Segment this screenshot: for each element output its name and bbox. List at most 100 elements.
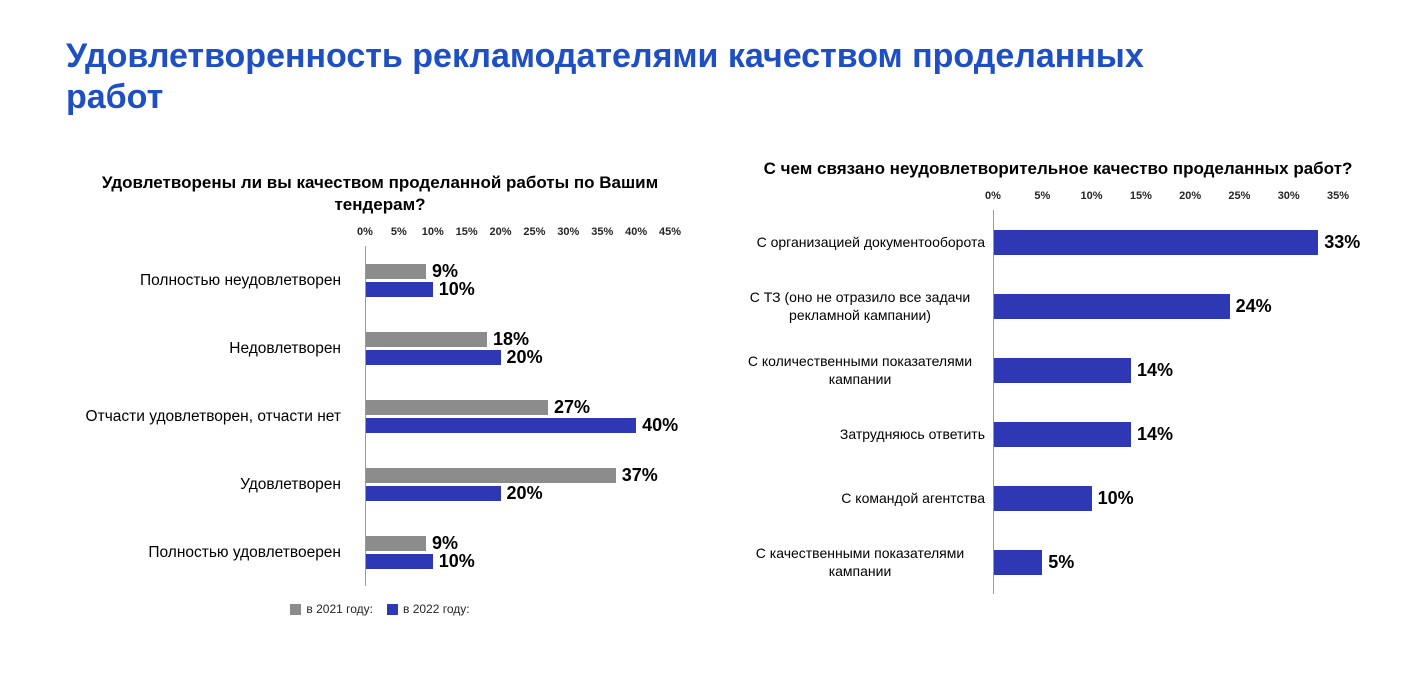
value-label: 20% bbox=[506, 346, 543, 367]
category-label-text: С количественными показателями кампании bbox=[747, 352, 973, 388]
axis-tick-label: 20% bbox=[489, 226, 512, 239]
bars-area: 14% bbox=[993, 421, 1173, 447]
chart-row: Полностью удовлетвоерен 9% 10% bbox=[70, 518, 730, 586]
category-label: С ТЗ (оно не отразило все задачи рекламн… bbox=[728, 288, 993, 324]
category-label-text: С качественными показателями кампании bbox=[755, 544, 965, 580]
chart-row: Полностью неудовлетворен 9% 10% bbox=[70, 246, 730, 314]
bar-2022 bbox=[365, 553, 433, 569]
category-label-text: Затрудняюсь ответить bbox=[839, 426, 985, 442]
axis-tick-label: 10% bbox=[1080, 190, 1103, 203]
chart-row: С командой агентства 10% bbox=[728, 466, 1400, 530]
axis-tick-label: 25% bbox=[1228, 190, 1251, 203]
category-label-text: С командой агентства bbox=[841, 490, 985, 506]
bar-reason bbox=[993, 549, 1043, 575]
chart-row: Затрудняюсь ответить 14% bbox=[728, 402, 1400, 466]
axis-tick-label: 0% bbox=[985, 190, 1001, 203]
bar-2021 bbox=[365, 535, 426, 551]
bar-group-line: 18% bbox=[365, 328, 543, 349]
legend-label: в 2022 году: bbox=[403, 602, 470, 617]
category-label-text: Недовлетворен bbox=[229, 339, 341, 357]
bar-2022 bbox=[365, 349, 501, 365]
bar-group-line: 20% bbox=[365, 483, 658, 503]
axis-tick-label: 45% bbox=[658, 226, 682, 239]
category-label-text: С ТЗ (оно не отразило все задачи рекламн… bbox=[749, 288, 971, 324]
category-label-text: Полностью удовлетвоерен bbox=[148, 543, 341, 561]
bar-2022 bbox=[365, 417, 637, 433]
bar-reason bbox=[993, 293, 1230, 319]
category-label: Недовлетворен bbox=[70, 339, 365, 358]
axis-tick-label: 25% bbox=[523, 226, 546, 239]
bar-group-line: 9% bbox=[365, 260, 475, 281]
page-title: Удовлетворенность рекламодателями качест… bbox=[66, 37, 1144, 117]
bar-reason bbox=[993, 421, 1131, 447]
axis-tick-label: 5% bbox=[1034, 190, 1051, 203]
bar-group-line: 9% bbox=[365, 533, 475, 553]
value-label: 10% bbox=[438, 278, 475, 299]
bar-line: 14% bbox=[993, 421, 1173, 447]
bar-line: 10% bbox=[993, 485, 1134, 511]
chart-row: Удовлетворен 37% 20% bbox=[70, 450, 730, 518]
left-chart-rows: Полностью неудовлетворен 9% 10% Недовлетвор… bbox=[70, 246, 730, 587]
legend-label: в 2021 году: bbox=[306, 602, 373, 617]
bar-2021 bbox=[365, 399, 548, 415]
chart-row: Отчасти удовлетворен, отчасти нет 27% 40% bbox=[70, 382, 730, 450]
bars-area: 5% bbox=[993, 549, 1075, 575]
value-label: 5% bbox=[1048, 551, 1075, 572]
axis-tick-label: 40% bbox=[625, 226, 648, 239]
category-label-text: Удовлетворен bbox=[240, 475, 341, 493]
axis-tick-label: 10% bbox=[421, 226, 444, 239]
bar-group-line: 10% bbox=[365, 550, 475, 571]
legend-item-2021: в 2021 году: bbox=[290, 602, 373, 616]
bars-area: 24% bbox=[993, 293, 1272, 319]
left-x-axis: 0% 5% 10% 15% 20% 25% 30% 35% 40% 45% bbox=[357, 226, 681, 246]
axis-tick-label: 5% bbox=[390, 226, 407, 239]
bar-reason bbox=[993, 357, 1131, 383]
category-label: С количественными показателями кампании bbox=[728, 352, 993, 388]
bar-2022 bbox=[365, 281, 433, 297]
axis-tick-label: 15% bbox=[455, 226, 478, 239]
category-label-text: Полностью неудовлетворен bbox=[139, 271, 341, 289]
legend-swatch bbox=[387, 603, 398, 615]
bars-area: 33% bbox=[993, 229, 1361, 255]
bar-group-line: 27% bbox=[365, 397, 678, 417]
value-label: 10% bbox=[1097, 487, 1134, 508]
chart-row: С ТЗ (оно не отразило все задачи рекламн… bbox=[728, 274, 1400, 338]
value-label: 18% bbox=[493, 328, 530, 349]
bar-line: 24% bbox=[993, 293, 1272, 319]
value-label: 37% bbox=[621, 464, 658, 485]
category-label: Удовлетворен bbox=[70, 475, 365, 494]
category-label-text: Отчасти удовлетворен, отчасти нет bbox=[85, 407, 341, 425]
bars-area: 37% 20% bbox=[365, 464, 658, 503]
chart-row: Недовлетворен 18% 20% bbox=[70, 314, 730, 382]
bar-reason bbox=[993, 485, 1092, 511]
value-label: 33% bbox=[1324, 231, 1361, 252]
bar-2022 bbox=[365, 485, 501, 501]
right-axis-line bbox=[993, 210, 994, 595]
chart-row: С качественными показателями кампании 5% bbox=[728, 530, 1400, 594]
right-x-axis: 0% 5% 10% 15% 20% 25% 30% 35% bbox=[985, 190, 1349, 210]
axis-tick-label: 30% bbox=[1277, 190, 1300, 203]
right-chart-rows: С организацией документооборота 33% С ТЗ (… bbox=[728, 210, 1400, 595]
bar-2021 bbox=[365, 331, 487, 347]
bar-group-line: 20% bbox=[365, 346, 543, 367]
left-chart-title: Удовлетворены ли вы качеством проделанно… bbox=[101, 173, 659, 215]
chart-row: С организацией документооборота 33% bbox=[728, 210, 1400, 274]
bars-area: 18% 20% bbox=[365, 328, 543, 367]
legend: в 2021 году: в 2022 году: bbox=[70, 602, 690, 616]
value-label: 14% bbox=[1137, 359, 1174, 380]
right-chart-title: С чем связано неудовлетворительное качес… bbox=[763, 159, 1353, 178]
bars-area: 9% 10% bbox=[365, 260, 475, 299]
bar-2021 bbox=[365, 467, 616, 483]
category-label: С организацией документооборота bbox=[728, 233, 993, 251]
dissatisfaction-reasons-bar-chart: С чем связано неудовлетворительное качес… bbox=[728, 158, 1400, 595]
bar-line: 33% bbox=[993, 229, 1361, 255]
left-axis-line bbox=[365, 246, 366, 587]
legend-swatch bbox=[290, 603, 302, 615]
axis-tick-label: 30% bbox=[557, 226, 580, 239]
legend-item-2022: в 2022 году: bbox=[387, 602, 470, 616]
bars-area: 27% 40% bbox=[365, 397, 679, 435]
value-label: 9% bbox=[432, 260, 459, 281]
value-label: 40% bbox=[642, 414, 679, 435]
value-label: 10% bbox=[438, 550, 475, 571]
bars-area: 9% 10% bbox=[365, 533, 475, 571]
